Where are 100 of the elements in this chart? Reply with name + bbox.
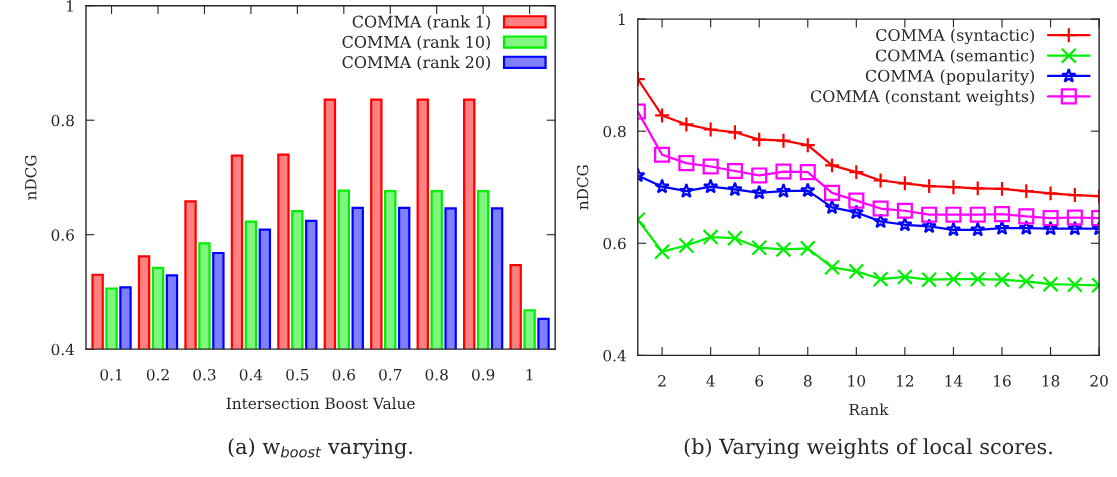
point bbox=[654, 107, 671, 124]
point bbox=[921, 218, 937, 234]
point bbox=[751, 184, 767, 200]
x-tick-label: 18 bbox=[1042, 375, 1060, 387]
y-tick-label: 0.6 bbox=[51, 229, 74, 241]
point bbox=[726, 162, 743, 180]
point bbox=[726, 124, 743, 141]
point bbox=[1042, 220, 1059, 236]
point bbox=[775, 241, 792, 258]
point bbox=[678, 155, 695, 172]
point bbox=[945, 221, 962, 237]
point bbox=[921, 271, 938, 288]
point bbox=[969, 180, 986, 197]
point bbox=[945, 271, 962, 288]
y-tick-label: 1 bbox=[67, 0, 73, 12]
point bbox=[1066, 187, 1083, 204]
x-tick-label: 8 bbox=[803, 375, 812, 387]
point bbox=[799, 137, 816, 154]
point bbox=[800, 182, 816, 198]
x-tick-label: 0.5 bbox=[286, 368, 309, 381]
point bbox=[896, 268, 913, 285]
point bbox=[1042, 185, 1059, 202]
point bbox=[945, 206, 962, 223]
point bbox=[896, 175, 913, 192]
x-tick-label: 0.1 bbox=[100, 368, 122, 381]
point bbox=[702, 158, 719, 175]
legend-label: COMMA (popularity) bbox=[865, 69, 1034, 86]
x-tick-label: 0.7 bbox=[379, 368, 402, 381]
y-tick-label: 0.6 bbox=[603, 237, 626, 250]
point bbox=[751, 239, 768, 256]
x-tick-label: 0.6 bbox=[332, 368, 355, 381]
x-tick-label: 2 bbox=[658, 375, 666, 387]
legend-label: COMMA (rank 20) bbox=[342, 55, 490, 71]
point bbox=[969, 271, 986, 288]
point bbox=[848, 263, 865, 280]
point bbox=[970, 221, 986, 237]
x-tick-label: 0.4 bbox=[239, 368, 263, 381]
point bbox=[1066, 209, 1083, 226]
point bbox=[1067, 220, 1083, 236]
y-tick-label: 0.4 bbox=[51, 343, 75, 356]
y-tick-label: 0.4 bbox=[603, 349, 626, 362]
point bbox=[1066, 276, 1083, 293]
point bbox=[945, 179, 962, 196]
point bbox=[848, 192, 865, 209]
point bbox=[872, 200, 889, 217]
point bbox=[702, 178, 719, 194]
point bbox=[872, 271, 889, 288]
x-tick-label: 20 bbox=[1090, 375, 1108, 387]
legend-label: COMMA (syntactic) bbox=[876, 28, 1034, 45]
point bbox=[775, 132, 792, 149]
point bbox=[799, 240, 816, 257]
y-tick-label: 0.8 bbox=[603, 125, 626, 138]
point bbox=[775, 163, 792, 180]
point bbox=[654, 146, 671, 163]
point bbox=[823, 184, 841, 201]
point bbox=[823, 157, 841, 174]
point bbox=[702, 121, 719, 138]
x-axis-title: Intersection Boost Value bbox=[226, 397, 415, 410]
x-tick-label: 6 bbox=[755, 375, 764, 387]
x-tick-label: 14 bbox=[945, 375, 963, 387]
legend-label: COMMA (rank 1) bbox=[352, 15, 490, 30]
point bbox=[702, 229, 719, 246]
point bbox=[1042, 276, 1059, 293]
point bbox=[993, 271, 1011, 288]
point bbox=[1018, 220, 1034, 235]
point bbox=[994, 220, 1010, 235]
legend-label: COMMA (constant weights) bbox=[810, 89, 1034, 106]
point bbox=[751, 167, 768, 184]
text: (a) w$_{boost}$ varying. bbox=[228, 438, 412, 459]
text: (b) Varying weights of local scores. bbox=[684, 438, 1052, 459]
point bbox=[896, 202, 913, 219]
point bbox=[727, 181, 743, 197]
legend-label: COMMA (semantic) bbox=[875, 49, 1034, 64]
point bbox=[1042, 209, 1059, 227]
point bbox=[872, 172, 889, 189]
point bbox=[654, 243, 671, 260]
point bbox=[678, 183, 695, 198]
x-tick-label: 10 bbox=[848, 375, 866, 387]
point bbox=[848, 204, 865, 220]
point bbox=[921, 178, 938, 195]
x-tick-label: 0.3 bbox=[193, 368, 216, 381]
x-tick-label: 12 bbox=[897, 375, 914, 387]
y-axis-title: nDCG bbox=[576, 165, 589, 210]
x-tick-label: 0.8 bbox=[425, 368, 448, 381]
y-axis-title: nDCG bbox=[24, 155, 37, 200]
point bbox=[824, 199, 840, 215]
point bbox=[654, 178, 670, 194]
point bbox=[993, 180, 1011, 197]
point bbox=[848, 164, 865, 181]
point bbox=[678, 116, 695, 133]
point bbox=[921, 206, 938, 223]
point bbox=[823, 259, 841, 276]
point bbox=[1018, 273, 1035, 290]
legend-label: COMMA (rank 10) bbox=[342, 35, 490, 51]
point bbox=[1018, 208, 1035, 225]
point bbox=[969, 206, 986, 223]
point bbox=[751, 131, 768, 148]
point bbox=[726, 230, 743, 247]
x-axis-title: Rank bbox=[849, 403, 889, 416]
point bbox=[993, 206, 1011, 223]
